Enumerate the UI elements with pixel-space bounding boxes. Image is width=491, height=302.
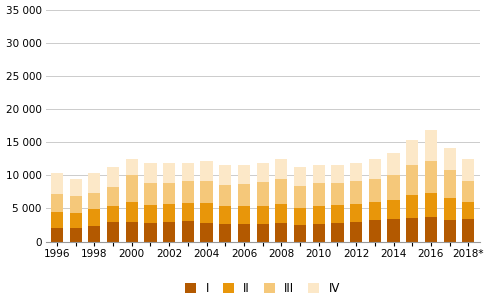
Bar — [182, 203, 194, 221]
Bar — [369, 159, 381, 178]
Bar — [238, 224, 250, 242]
Bar — [387, 175, 400, 200]
Bar — [219, 207, 231, 224]
Bar — [443, 148, 456, 170]
Bar — [163, 204, 175, 222]
Bar — [163, 163, 175, 183]
Bar — [350, 163, 362, 181]
Bar — [200, 203, 213, 223]
Bar — [294, 208, 306, 225]
Bar — [257, 182, 269, 206]
Bar — [238, 206, 250, 224]
Bar — [313, 165, 325, 183]
Bar — [200, 161, 213, 181]
Bar — [51, 212, 63, 228]
Bar — [275, 204, 287, 223]
Bar — [275, 159, 287, 179]
Bar — [219, 185, 231, 207]
Bar — [462, 219, 474, 242]
Bar — [275, 179, 287, 204]
Bar — [425, 130, 437, 161]
Bar — [238, 184, 250, 206]
Bar — [313, 224, 325, 242]
Bar — [107, 187, 119, 206]
Bar — [51, 173, 63, 194]
Bar — [51, 228, 63, 242]
Bar — [107, 167, 119, 187]
Bar — [443, 198, 456, 220]
Bar — [313, 183, 325, 207]
Bar — [257, 224, 269, 242]
Bar — [257, 163, 269, 182]
Bar — [238, 165, 250, 184]
Bar — [163, 222, 175, 242]
Bar — [406, 195, 418, 218]
Bar — [107, 206, 119, 222]
Bar — [126, 175, 138, 202]
Bar — [182, 163, 194, 181]
Bar — [126, 159, 138, 175]
Bar — [406, 218, 418, 242]
Bar — [182, 221, 194, 242]
Bar — [200, 181, 213, 203]
Bar — [425, 161, 437, 193]
Bar — [70, 178, 82, 196]
Bar — [144, 223, 157, 242]
Bar — [369, 202, 381, 220]
Bar — [425, 217, 437, 242]
Bar — [219, 165, 231, 185]
Bar — [70, 213, 82, 228]
Bar — [331, 165, 344, 183]
Bar — [126, 202, 138, 222]
Bar — [144, 205, 157, 223]
Bar — [51, 194, 63, 212]
Bar — [182, 181, 194, 203]
Bar — [425, 193, 437, 217]
Bar — [313, 207, 325, 224]
Bar — [350, 181, 362, 204]
Bar — [406, 140, 418, 165]
Bar — [462, 202, 474, 219]
Bar — [369, 178, 381, 202]
Bar — [387, 219, 400, 242]
Bar — [369, 220, 381, 242]
Bar — [387, 153, 400, 175]
Bar — [406, 165, 418, 195]
Bar — [88, 209, 101, 226]
Bar — [350, 222, 362, 242]
Legend: I, II, III, IV: I, II, III, IV — [186, 282, 340, 295]
Bar — [443, 170, 456, 198]
Bar — [387, 200, 400, 219]
Bar — [219, 224, 231, 242]
Bar — [107, 222, 119, 242]
Bar — [350, 204, 362, 222]
Bar — [144, 183, 157, 205]
Bar — [70, 196, 82, 213]
Bar — [294, 186, 306, 208]
Bar — [331, 183, 344, 205]
Bar — [294, 225, 306, 242]
Bar — [462, 181, 474, 202]
Bar — [88, 173, 101, 193]
Bar — [331, 223, 344, 242]
Bar — [126, 222, 138, 242]
Bar — [200, 223, 213, 242]
Bar — [331, 205, 344, 223]
Bar — [144, 163, 157, 183]
Bar — [443, 220, 456, 242]
Bar — [294, 167, 306, 186]
Bar — [275, 223, 287, 242]
Bar — [257, 206, 269, 224]
Bar — [88, 226, 101, 242]
Bar — [88, 193, 101, 209]
Bar — [70, 228, 82, 242]
Bar — [462, 159, 474, 181]
Bar — [163, 183, 175, 204]
